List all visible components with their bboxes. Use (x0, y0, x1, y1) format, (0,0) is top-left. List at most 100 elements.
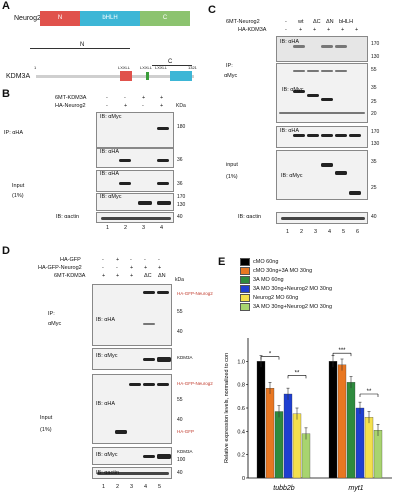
band (307, 94, 319, 97)
mw-label: 40 (177, 470, 183, 476)
band (143, 455, 155, 458)
ip-label: IP: (48, 311, 55, 317)
sign: ΔN (158, 273, 166, 279)
domain-n-label: N (80, 42, 85, 48)
sign: + (299, 27, 303, 33)
significance-label: *** (338, 348, 346, 354)
mw-label: 180 (177, 124, 186, 130)
sign: - (124, 95, 126, 101)
sign: + (160, 95, 164, 101)
band (293, 134, 305, 137)
row-label: 6MT-KDM3A (54, 273, 86, 279)
lane-number: 2 (124, 225, 128, 231)
mw-label: 35 (371, 159, 377, 165)
panel-label: D (2, 245, 10, 257)
y-tick-label: 0.2 (237, 453, 245, 459)
mw-label: 36 (177, 157, 183, 163)
band (157, 182, 169, 185)
blot-input-ha (92, 374, 172, 444)
band (157, 454, 171, 459)
band (335, 171, 347, 175)
domain-n: N (40, 11, 80, 26)
band (281, 217, 365, 220)
band (293, 45, 305, 48)
y-tick-label: 0.4 (237, 429, 245, 435)
mw-label: 35 (371, 85, 377, 91)
band (97, 472, 169, 475)
band (335, 134, 347, 137)
lane-number: 3 (142, 225, 146, 231)
sign: + (160, 103, 164, 109)
ib-label: IB: αMyc (282, 87, 304, 93)
tick-label: LXXLL (155, 65, 168, 70)
lane-number: 3 (314, 229, 318, 235)
blot-input-myc (96, 193, 174, 211)
ib-label: IB: αactin (56, 214, 80, 220)
bar (346, 382, 356, 479)
blot-ip-myc (92, 348, 172, 370)
legend-swatch (240, 276, 250, 284)
ib-label: IB: αMyc (100, 114, 122, 120)
band (157, 357, 171, 362)
legend-swatch (240, 267, 250, 275)
band (157, 127, 169, 130)
band (307, 134, 319, 137)
ib-label: IB: αMyc (96, 353, 118, 359)
significance-label: ** (367, 389, 372, 395)
annotation: HA-GFP-Neurog2 (177, 291, 213, 296)
sign: - (285, 19, 287, 25)
domain-c-label: C (168, 59, 173, 65)
lane-number: 2 (300, 229, 304, 235)
significance-label: * (269, 352, 272, 358)
sign: - (285, 27, 287, 33)
blot-ip-myc (276, 63, 368, 123)
band (321, 163, 333, 167)
bar (292, 413, 302, 479)
band (119, 182, 131, 185)
bar (301, 433, 311, 479)
ib-label: IB: αHA (280, 128, 300, 134)
input-pct: (1%) (12, 193, 24, 199)
sign: - (142, 103, 144, 109)
sign: - (102, 265, 104, 271)
sign: wt (298, 19, 304, 25)
legend-item: 3A MO 60ng (240, 276, 284, 284)
row-label: HA-GFP (60, 257, 81, 263)
band (115, 430, 127, 434)
ib-label: IB: αMyc (100, 194, 122, 200)
blot-ip-ha (276, 36, 368, 62)
legend-label: 3A MO 60ng (253, 277, 284, 283)
lxxll-motif (146, 72, 149, 80)
row-label: HA-KDM3A (238, 27, 267, 33)
domain-c: C (140, 11, 190, 26)
sign: + (116, 273, 120, 279)
lane-number: 1 (106, 225, 110, 231)
legend-label: cMO 30ng+3A MO 30ng (253, 268, 313, 274)
mw-label: 36 (177, 181, 183, 187)
bar (328, 361, 338, 479)
mw-label: 170 (371, 41, 380, 47)
kda-label: KDa (176, 103, 186, 109)
bar-chart: 0 0.2 0.4 0.6 0.8 1.0 Relative expression leve… (224, 338, 392, 492)
band (119, 159, 131, 162)
legend-swatch (240, 285, 250, 293)
panel-label: C (208, 4, 216, 16)
ib-label: IB: αHA (96, 317, 116, 323)
ib-label: IB: αactin (96, 470, 120, 476)
sign: + (341, 27, 345, 33)
band (293, 90, 305, 93)
sign: ΔN (326, 19, 334, 25)
mw-label: 130 (371, 141, 380, 147)
legend-swatch (240, 294, 250, 302)
tick-label: LXXLL (140, 65, 153, 70)
input-label: input (226, 162, 238, 168)
mw-label: 55 (177, 309, 183, 315)
sign: + (130, 273, 134, 279)
row-label: 6MT-KDM3A (55, 95, 87, 101)
lane-number: 4 (144, 484, 148, 490)
ib-label: IB: αHA (96, 401, 116, 407)
ib-label: IB: αMyc (281, 173, 303, 179)
mw-label: 40 (177, 214, 183, 220)
bar (274, 411, 284, 479)
y-tick-label: 1.0 (237, 359, 245, 365)
